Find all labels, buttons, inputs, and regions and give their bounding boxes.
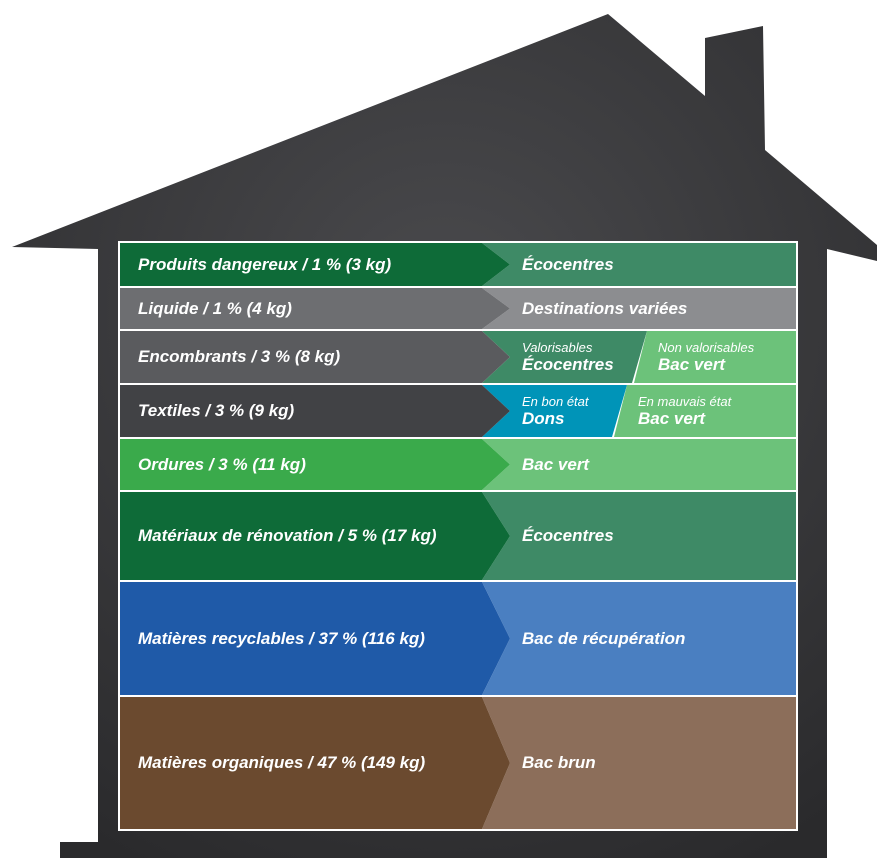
category-text: Ordures / 3 % (11 kg) <box>138 454 306 474</box>
destination-label: Bac vert <box>638 408 706 428</box>
destination-recuperation: Bac de récupération <box>482 582 796 695</box>
destination-non-valorisables: Non valorisables Bac vert <box>634 331 796 383</box>
row-organics: Bac brun Matières organiques / 47 % (149… <box>120 697 796 829</box>
destination-sublabel: Valorisables <box>522 339 593 355</box>
category-text: Liquide / 1 % (4 kg) <box>138 298 292 318</box>
destination-label: Écocentres <box>522 526 614 545</box>
destination-varied: Destinations variées <box>482 288 796 329</box>
waste-breakdown-panel: Écocentres Produits dangereux / 1 % (3 k… <box>118 241 798 831</box>
destination-bac-brun: Bac brun <box>482 697 796 829</box>
destination-sublabel: En mauvais état <box>638 393 732 409</box>
category-label-textiles: Textiles / 3 % (9 kg) <box>120 385 510 437</box>
category-text: Encombrants / 3 % (8 kg) <box>138 347 341 366</box>
destination-label: Bac vert <box>522 454 590 474</box>
category-label-dangerous: Produits dangereux / 1 % (3 kg) <box>120 243 510 286</box>
category-text: Matériaux de rénovation / 5 % (17 kg) <box>138 526 437 545</box>
category-label-organics: Matières organiques / 47 % (149 kg) <box>120 697 510 829</box>
destination-label: Dons <box>522 408 565 428</box>
category-label-recyclables: Matières recyclables / 37 % (116 kg) <box>120 582 510 695</box>
row-bulky: Valorisables Écocentres Non valorisables… <box>120 331 796 383</box>
destination-label: Écocentres <box>522 354 614 374</box>
row-recyclables: Bac de récupération Matières recyclables… <box>120 582 796 695</box>
row-textiles: En bon état Dons En mauvais état Bac ver… <box>120 385 796 437</box>
destination-label: Bac de récupération <box>522 628 686 648</box>
category-label-renovation: Matériaux de rénovation / 5 % (17 kg) <box>120 492 510 580</box>
destination-ecocentres: Écocentres <box>482 492 796 580</box>
category-label-bulky: Encombrants / 3 % (8 kg) <box>120 331 510 383</box>
destination-bac-vert: En mauvais état Bac vert <box>614 385 796 437</box>
row-renovation: Écocentres Matériaux de rénovation / 5 %… <box>120 492 796 580</box>
row-garbage: Bac vert Ordures / 3 % (11 kg) <box>120 439 796 490</box>
destination-label: Écocentres <box>522 254 614 274</box>
category-text: Textiles / 3 % (9 kg) <box>138 401 295 420</box>
category-label-liquid: Liquide / 1 % (4 kg) <box>120 288 510 329</box>
category-text: Matières recyclables / 37 % (116 kg) <box>138 628 425 648</box>
destination-label: Bac brun <box>522 753 596 772</box>
category-label-garbage: Ordures / 3 % (11 kg) <box>120 439 510 490</box>
destination-ecocentres: Écocentres <box>482 243 796 286</box>
destination-split-textiles: En bon état Dons En mauvais état Bac ver… <box>482 385 796 437</box>
destination-split-bulky: Valorisables Écocentres Non valorisables… <box>482 331 796 383</box>
category-text: Produits dangereux / 1 % (3 kg) <box>138 254 392 274</box>
row-liquid: Destinations variées Liquide / 1 % (4 kg… <box>120 288 796 329</box>
destination-sublabel: En bon état <box>522 393 589 409</box>
row-dangerous: Écocentres Produits dangereux / 1 % (3 k… <box>120 243 796 286</box>
destination-bac-vert: Bac vert <box>482 439 796 490</box>
destination-label: Destinations variées <box>522 298 688 318</box>
category-text: Matières organiques / 47 % (149 kg) <box>138 753 426 772</box>
destination-label: Bac vert <box>658 354 726 374</box>
destination-sublabel: Non valorisables <box>658 339 755 355</box>
